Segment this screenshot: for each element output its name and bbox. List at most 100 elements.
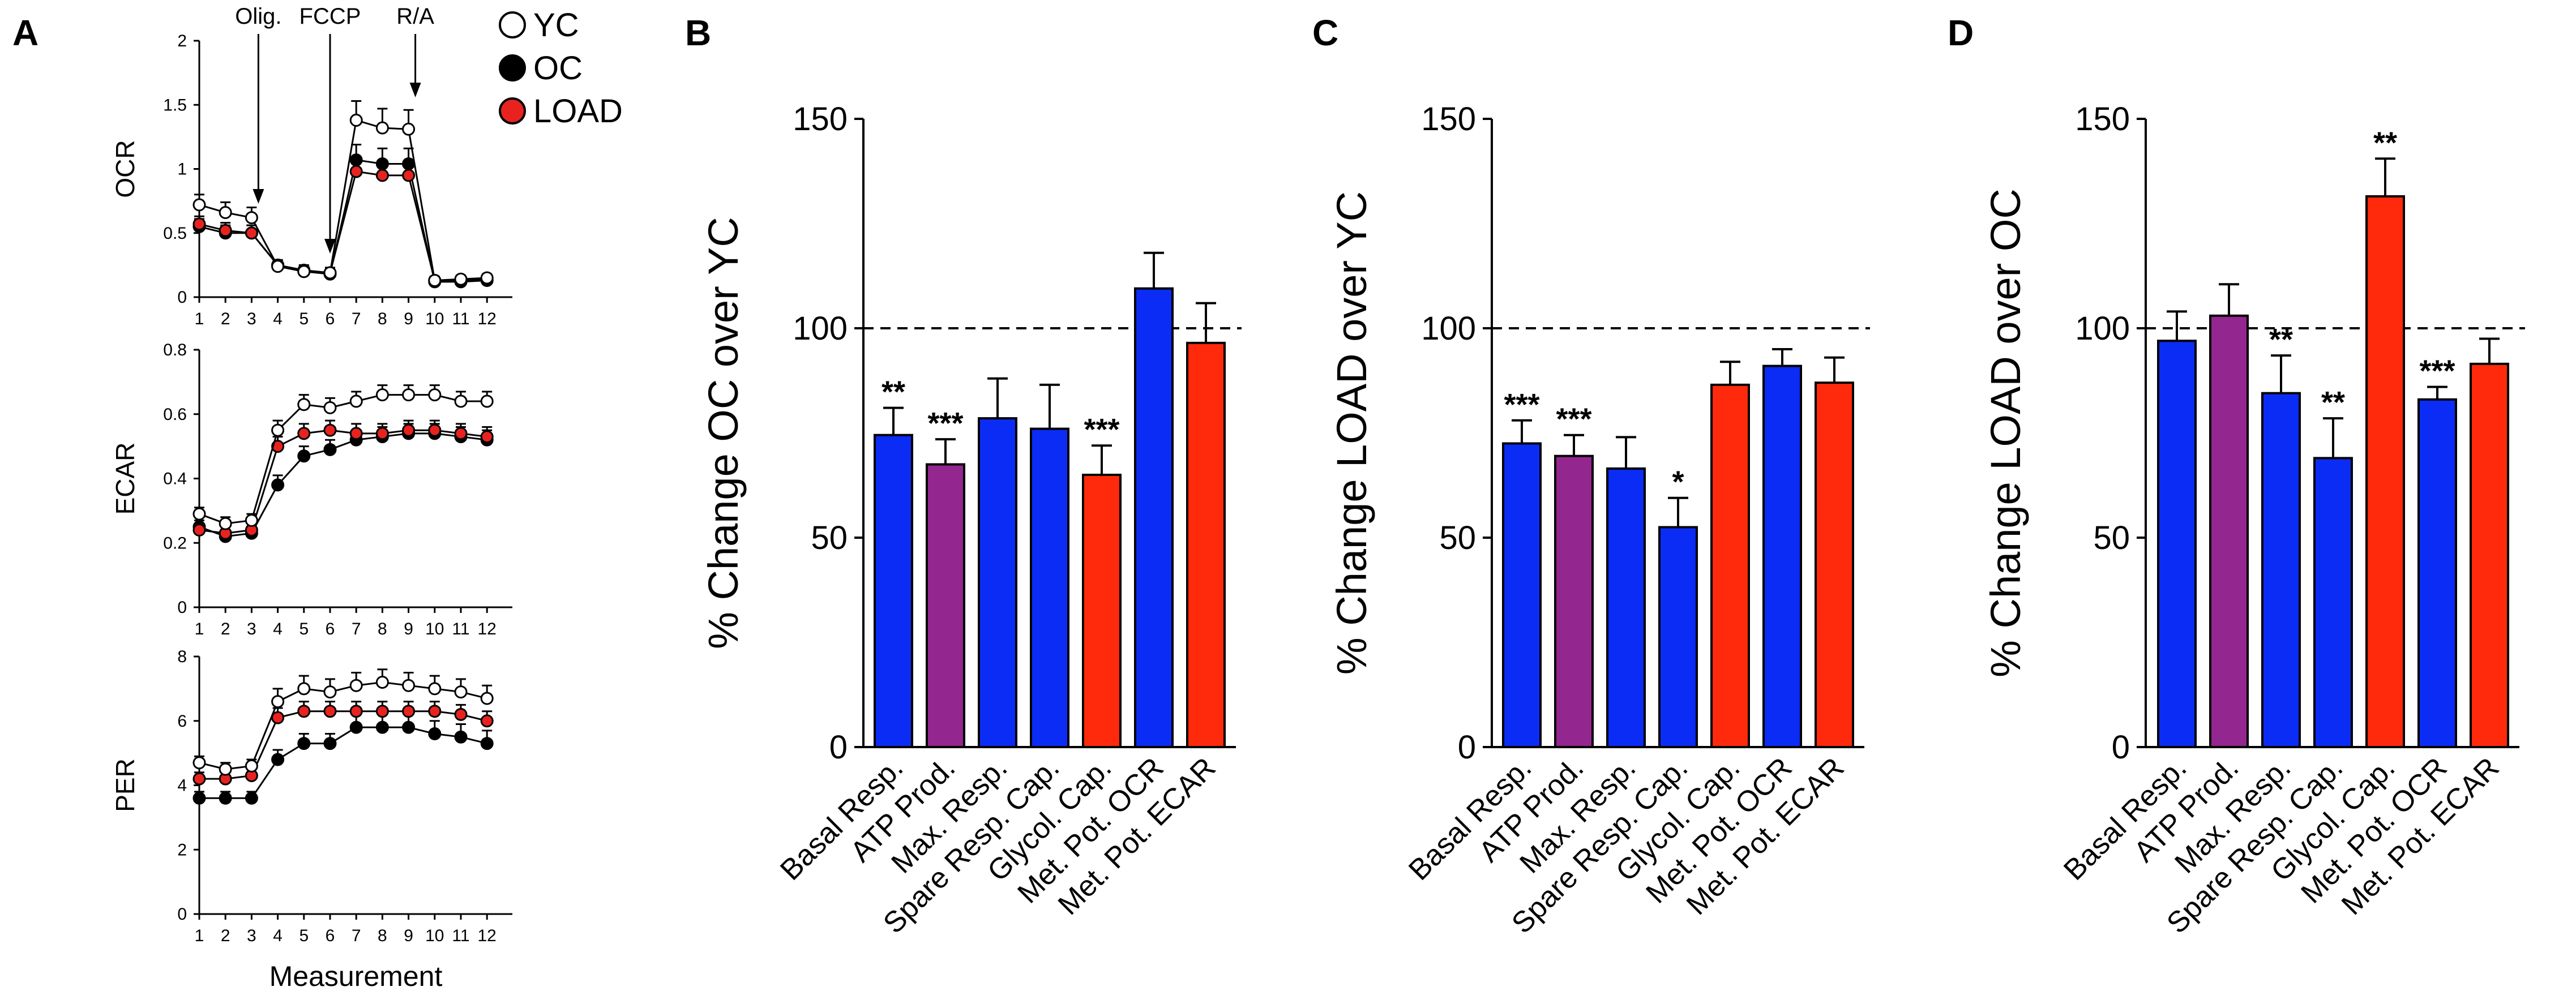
series-oc (192, 143, 494, 289)
bar (2261, 392, 2301, 748)
x-tick-label: 7 (352, 310, 361, 328)
bar (1815, 381, 1854, 748)
data-point (323, 443, 337, 456)
data-point (428, 274, 442, 288)
bar (2209, 314, 2249, 748)
x-tick-label: 11 (452, 926, 469, 945)
series-line (199, 119, 487, 282)
x-tick-label: 7 (352, 926, 361, 945)
bar (1186, 341, 1226, 748)
data-point (454, 394, 468, 408)
x-tick-label: 5 (299, 926, 309, 945)
data-point (480, 737, 494, 750)
bar (1606, 467, 1646, 749)
series-oc (192, 423, 494, 543)
y-tick-label: 1 (177, 160, 187, 179)
series-line (199, 429, 487, 534)
series-load (192, 701, 494, 786)
bar (2417, 398, 2457, 748)
x-tick-label: 2 (221, 310, 230, 328)
annotation-arrow-head (324, 239, 336, 254)
x-tick-label: 1 (195, 620, 204, 638)
data-point (454, 272, 468, 286)
significance-label: ** (2269, 323, 2293, 357)
injection-annotation: Olig. (235, 4, 282, 204)
x-axis-label: Measurement (269, 960, 443, 991)
data-point (297, 705, 311, 718)
data-point (402, 705, 416, 718)
data-point (402, 423, 416, 437)
data-point (219, 206, 232, 220)
data-point (245, 791, 258, 805)
x-tick-label: 5 (299, 620, 309, 638)
data-point (192, 217, 206, 231)
significance-label: ** (882, 375, 905, 409)
y-tick-label: 1.5 (163, 96, 187, 114)
data-point (323, 266, 337, 280)
x-tick-label: 3 (247, 620, 256, 638)
x-tick-label: 6 (326, 620, 335, 638)
series-line (199, 681, 487, 770)
legend-marker-load (499, 97, 526, 125)
x-tick-label: 6 (326, 310, 335, 328)
significance-label: ** (2321, 385, 2345, 419)
legend-label-yc: YC (533, 7, 579, 44)
data-point (349, 427, 363, 440)
x-tick-label: 6 (326, 926, 335, 945)
x-tick-label: 8 (378, 310, 387, 328)
data-point (402, 122, 416, 136)
y-tick-label: 100 (1421, 310, 1476, 347)
x-tick-label: 12 (478, 926, 497, 945)
x-tick-label: 12 (478, 620, 497, 638)
data-point (192, 756, 206, 770)
x-tick-label: 4 (273, 620, 283, 638)
legend-label-oc: OC (533, 50, 583, 87)
panel-label-b: B (685, 12, 711, 53)
data-point (454, 707, 468, 721)
legend-marker-yc (499, 11, 526, 38)
data-point (349, 705, 363, 718)
data-point (245, 226, 258, 240)
series-yc (192, 100, 494, 288)
data-point (480, 271, 494, 285)
y-tick-label: 8 (177, 647, 187, 666)
data-point (245, 513, 258, 527)
data-point (375, 705, 389, 718)
series-line (199, 170, 487, 282)
x-tick-label: 9 (404, 310, 413, 328)
x-tick-label: 9 (404, 926, 413, 945)
y-tick-label: 0 (1458, 729, 1476, 766)
series-oc (192, 713, 494, 805)
bar (978, 417, 1017, 748)
y-tick-label: 0 (177, 905, 187, 924)
bar (1554, 454, 1594, 748)
x-tick-label: 10 (425, 310, 444, 328)
data-point (297, 449, 311, 463)
data-point (349, 113, 363, 127)
bar (1762, 364, 1802, 748)
significance-label: ** (2373, 126, 2397, 160)
data-point (323, 705, 337, 718)
data-point (375, 427, 389, 440)
significance-label: *** (1504, 388, 1539, 422)
data-point (192, 507, 206, 521)
series-load (192, 156, 494, 288)
bar (2157, 340, 2197, 748)
x-tick-label: 1 (195, 310, 204, 328)
series-yc (192, 384, 494, 530)
y-tick-label: 0 (829, 729, 848, 766)
y-tick-label: 4 (177, 777, 187, 795)
data-point (192, 524, 206, 537)
x-tick-label: 3 (247, 926, 256, 945)
series-line (199, 394, 487, 525)
data-point (192, 772, 206, 786)
data-point (428, 727, 442, 740)
data-point (402, 169, 416, 182)
data-point (245, 211, 258, 225)
injection-annotation: R/A (396, 4, 434, 97)
data-point (219, 224, 232, 237)
y-tick-label: 0.4 (163, 470, 187, 488)
